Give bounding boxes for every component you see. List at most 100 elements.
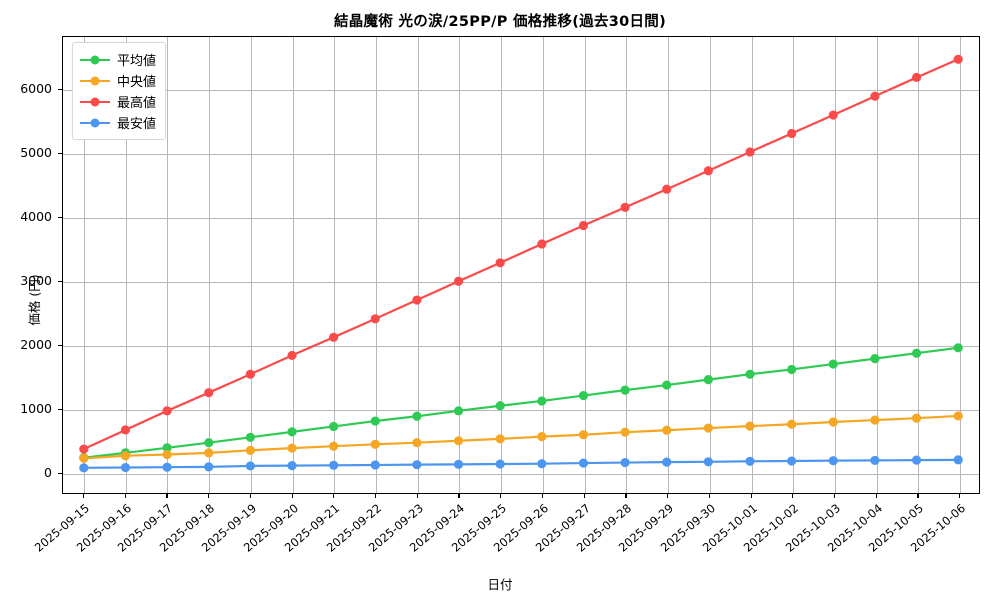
- x-axis-tick-mark: [959, 494, 961, 498]
- x-axis-tick-mark: [291, 494, 293, 498]
- x-axis-tick-mark: [792, 494, 794, 498]
- legend-marker-icon: [80, 116, 110, 130]
- legend-label: 中央値: [117, 75, 157, 90]
- series-line: [82, 58, 960, 451]
- data-point: [162, 443, 172, 453]
- grid-line-horizontal: [63, 154, 979, 156]
- data-point: [79, 453, 89, 463]
- data-point: [120, 425, 131, 435]
- legend-label: 平均値: [117, 54, 157, 69]
- data-point: [412, 438, 422, 448]
- data-point: [495, 401, 505, 411]
- data-point: [453, 276, 464, 286]
- y-axis-tick-label: 3000: [20, 272, 52, 288]
- x-axis-tick-mark: [583, 494, 585, 498]
- grid-line-vertical: [876, 37, 878, 493]
- legend-item[interactable]: 最安値: [80, 112, 156, 133]
- grid-line-vertical: [584, 37, 586, 493]
- x-axis-label: 日付: [487, 577, 513, 592]
- legend-item[interactable]: 最高値: [80, 91, 156, 112]
- data-point: [953, 343, 963, 353]
- y-axis-tick-label: 0: [44, 464, 52, 480]
- data-point: [329, 460, 339, 470]
- data-point: [412, 460, 422, 470]
- data-point: [620, 202, 630, 212]
- y-axis-tick-mark: [58, 89, 62, 91]
- x-axis-tick-mark: [416, 494, 418, 498]
- data-point: [537, 459, 547, 469]
- data-point: [870, 455, 880, 465]
- x-axis-tick-mark: [124, 494, 126, 498]
- data-point: [578, 458, 589, 468]
- grid-line-horizontal: [63, 90, 979, 92]
- legend-marker-icon: [80, 74, 110, 88]
- grid-line-vertical: [417, 37, 419, 493]
- data-point: [245, 461, 255, 471]
- series-layer: [79, 54, 963, 473]
- grid-line-vertical: [918, 37, 920, 493]
- data-point: [578, 430, 589, 440]
- data-point: [911, 413, 922, 423]
- x-axis-tick-mark: [208, 494, 210, 498]
- y-axis-tick-label: 2000: [20, 336, 52, 352]
- legend-label: 最高値: [117, 96, 157, 111]
- legend-item[interactable]: 平均値: [80, 49, 156, 70]
- x-axis-tick-mark: [750, 494, 752, 498]
- grid-line-horizontal: [63, 218, 979, 220]
- series-平均値: [79, 343, 963, 463]
- legend-label: 最安値: [117, 117, 157, 132]
- data-point: [162, 462, 172, 472]
- x-axis-tick-mark: [458, 494, 460, 498]
- x-axis-tick-mark: [82, 494, 85, 498]
- data-point: [870, 415, 880, 425]
- data-point: [79, 444, 89, 454]
- data-point: [495, 258, 505, 268]
- x-axis-tick-mark: [833, 494, 836, 498]
- data-point: [495, 459, 505, 469]
- data-point: [578, 390, 589, 401]
- data-point: [662, 184, 672, 194]
- grid-line-horizontal: [63, 473, 979, 475]
- grid-line-vertical: [334, 37, 336, 493]
- series-最高値: [79, 54, 963, 454]
- data-point: [787, 456, 797, 466]
- data-point: [245, 432, 255, 442]
- data-point: [495, 434, 505, 444]
- grid-line-horizontal: [63, 409, 979, 411]
- x-axis-tick-mark: [166, 494, 168, 498]
- series-line: [82, 346, 960, 459]
- data-point: [703, 423, 713, 433]
- data-point: [79, 463, 89, 473]
- data-point: [620, 385, 630, 395]
- data-point: [370, 416, 380, 426]
- y-axis-tick-mark: [58, 472, 62, 475]
- grid-line-vertical: [167, 37, 169, 493]
- data-point: [120, 462, 131, 473]
- data-point: [287, 443, 297, 453]
- legend-item[interactable]: 中央値: [80, 70, 156, 91]
- data-point: [703, 166, 713, 176]
- grid-line-vertical: [250, 37, 252, 493]
- x-axis-tick-mark: [708, 494, 710, 498]
- data-point: [329, 332, 339, 342]
- data-point: [870, 91, 880, 101]
- chart-title: 結晶魔術 光の涙/25PP/P 価格推移(過去30日間): [333, 14, 667, 30]
- x-axis-tick-mark: [667, 494, 669, 498]
- data-point: [162, 449, 172, 460]
- y-axis-tick-mark: [58, 344, 62, 347]
- y-axis-tick-mark: [58, 217, 62, 219]
- data-point: [745, 369, 755, 379]
- grid-line-vertical: [751, 37, 753, 493]
- data-point: [245, 445, 255, 455]
- series-line: [82, 458, 960, 469]
- data-point: [703, 457, 713, 467]
- plot-area: [62, 36, 980, 494]
- data-point: [453, 406, 464, 416]
- data-point: [287, 461, 297, 471]
- data-point: [953, 455, 963, 465]
- data-point: [911, 72, 922, 83]
- data-point: [370, 439, 380, 449]
- series-line: [82, 414, 960, 460]
- x-axis-tick-mark: [333, 494, 335, 498]
- data-point: [787, 419, 797, 429]
